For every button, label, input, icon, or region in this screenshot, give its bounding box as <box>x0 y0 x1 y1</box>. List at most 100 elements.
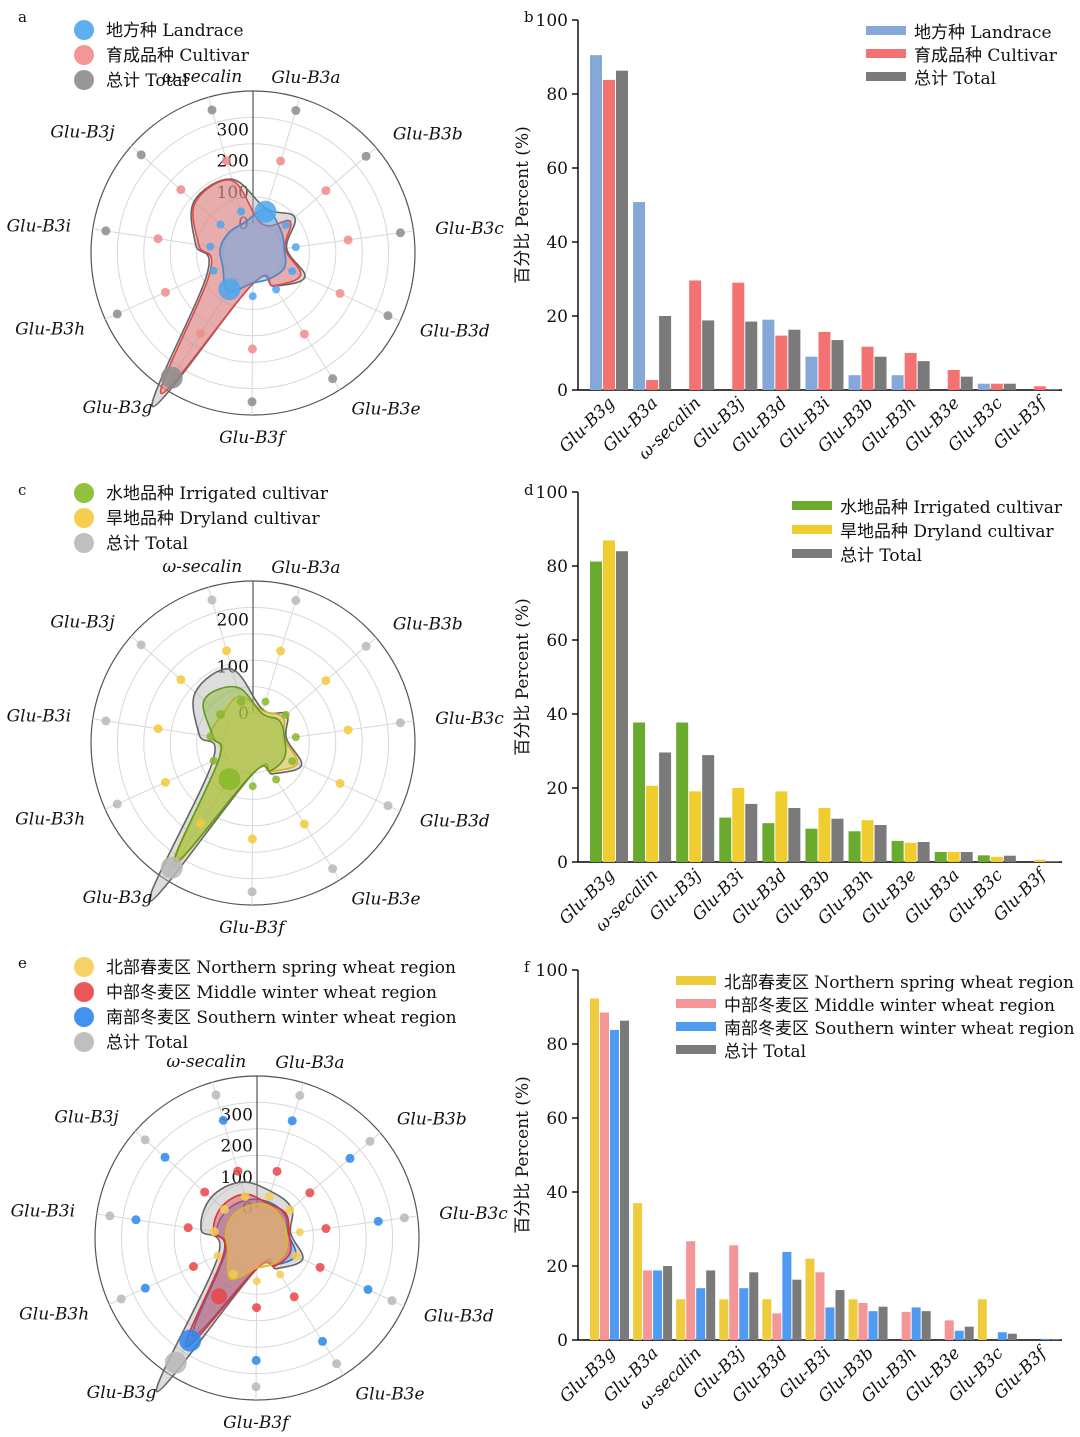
category-label: Glu-B3f <box>219 428 287 448</box>
bar <box>990 383 1003 390</box>
bar <box>719 817 732 862</box>
radar-dot <box>387 1296 397 1306</box>
bar <box>762 319 775 390</box>
radar-dot <box>299 819 309 829</box>
radar-dot <box>218 278 241 301</box>
legend: 水地品种 Irrigated cultivar 旱地品种 Dryland cult… <box>792 498 1063 566</box>
radar-dot <box>220 1205 230 1215</box>
bar <box>1003 855 1016 862</box>
radar-area <box>224 1203 289 1281</box>
radar-dot <box>288 267 297 276</box>
spoke <box>272 1263 345 1376</box>
bar <box>739 1288 749 1340</box>
radar-dot <box>321 186 331 196</box>
radar-dot <box>206 242 215 251</box>
radar-dot <box>295 1228 304 1237</box>
category-label: Glu-B3i <box>7 707 71 727</box>
bar <box>633 202 646 390</box>
bar <box>1007 1333 1017 1340</box>
legend-label: 中部冬麦区 Middle winter wheat region <box>106 983 437 1003</box>
bar <box>954 1330 964 1340</box>
radar-dot <box>288 757 297 766</box>
radar-dot <box>218 768 241 791</box>
radar-dot <box>153 724 163 734</box>
radar-dot <box>140 1283 150 1293</box>
legend-label: 总计 Total <box>914 69 996 89</box>
bar <box>964 1326 974 1340</box>
bar <box>977 383 990 390</box>
radar-dot <box>291 105 301 115</box>
bar <box>590 561 602 862</box>
y-tick-label: 20 <box>546 779 568 799</box>
radar-dot <box>272 1166 282 1176</box>
legend-label: 北部春麦区 Northern spring wheat region <box>724 973 1074 993</box>
radar-dot <box>291 733 300 742</box>
bar <box>874 356 887 390</box>
bar <box>610 1029 619 1340</box>
panel-label: a <box>18 8 27 26</box>
bar <box>788 329 801 390</box>
bar <box>762 1299 772 1340</box>
radar-dot <box>272 775 281 784</box>
radar-dot <box>291 243 300 252</box>
radar-dot <box>207 105 217 115</box>
bar <box>805 828 818 862</box>
legend-label: 旱地品种 Dryland cultivar <box>106 509 320 529</box>
bar <box>702 320 715 390</box>
bar <box>620 1020 629 1340</box>
legend-swatch <box>792 549 832 558</box>
bar <box>831 818 844 862</box>
radar-dot <box>363 1285 373 1295</box>
category-label: Glu-B3f <box>223 1413 291 1433</box>
radar-dot <box>247 834 257 844</box>
bar <box>904 842 917 862</box>
panel-label: c <box>18 481 26 499</box>
legend: 北部春麦区 Northern spring wheat region 中部冬麦区 … <box>74 957 457 1053</box>
radar-dot <box>160 856 183 879</box>
bar <box>1033 859 1046 862</box>
bar <box>868 1311 878 1340</box>
legend-swatch <box>676 1045 716 1054</box>
bar <box>861 820 874 862</box>
y-tick-label: 20 <box>546 307 568 327</box>
legend-label: 南部冬麦区 Southern winter wheat region <box>724 1019 1075 1039</box>
y-tick-label: 40 <box>546 705 568 725</box>
y-tick-label: 100 <box>536 961 568 981</box>
bar <box>934 852 947 862</box>
bar <box>689 280 702 390</box>
radar-dot <box>332 1359 342 1369</box>
bar <box>904 353 917 390</box>
bar <box>788 807 801 862</box>
radar-dot <box>116 1294 126 1304</box>
radar-dot <box>289 1292 299 1302</box>
radar-dot <box>343 235 353 245</box>
legend-marker <box>74 45 94 65</box>
category-label: Glu-B3c <box>435 709 504 729</box>
legend-marker <box>74 957 94 977</box>
radial-tick-label: 200 <box>217 611 249 631</box>
bar <box>990 856 1003 862</box>
y-tick-label: 0 <box>557 381 568 401</box>
radar-dot <box>295 1090 305 1100</box>
legend-marker <box>74 20 94 40</box>
bar <box>792 1279 802 1340</box>
radar-dot <box>276 1270 285 1279</box>
radar-dot <box>247 397 257 407</box>
radar-dot <box>216 220 225 229</box>
y-tick-label: 60 <box>546 1109 568 1129</box>
legend-marker <box>74 483 94 503</box>
bar <box>749 1272 759 1340</box>
legend-label: 总计 Total <box>106 71 188 91</box>
legend-marker <box>74 70 94 90</box>
radar-dot <box>200 1187 210 1197</box>
bar <box>633 1203 643 1340</box>
bar <box>732 282 745 390</box>
radar-dot <box>176 675 186 685</box>
legend-swatch <box>676 976 716 985</box>
bar <box>960 852 973 862</box>
bar <box>653 1270 663 1340</box>
spoke <box>255 1267 258 1400</box>
panel-label: f <box>524 958 531 976</box>
radar-dot <box>264 1192 274 1202</box>
